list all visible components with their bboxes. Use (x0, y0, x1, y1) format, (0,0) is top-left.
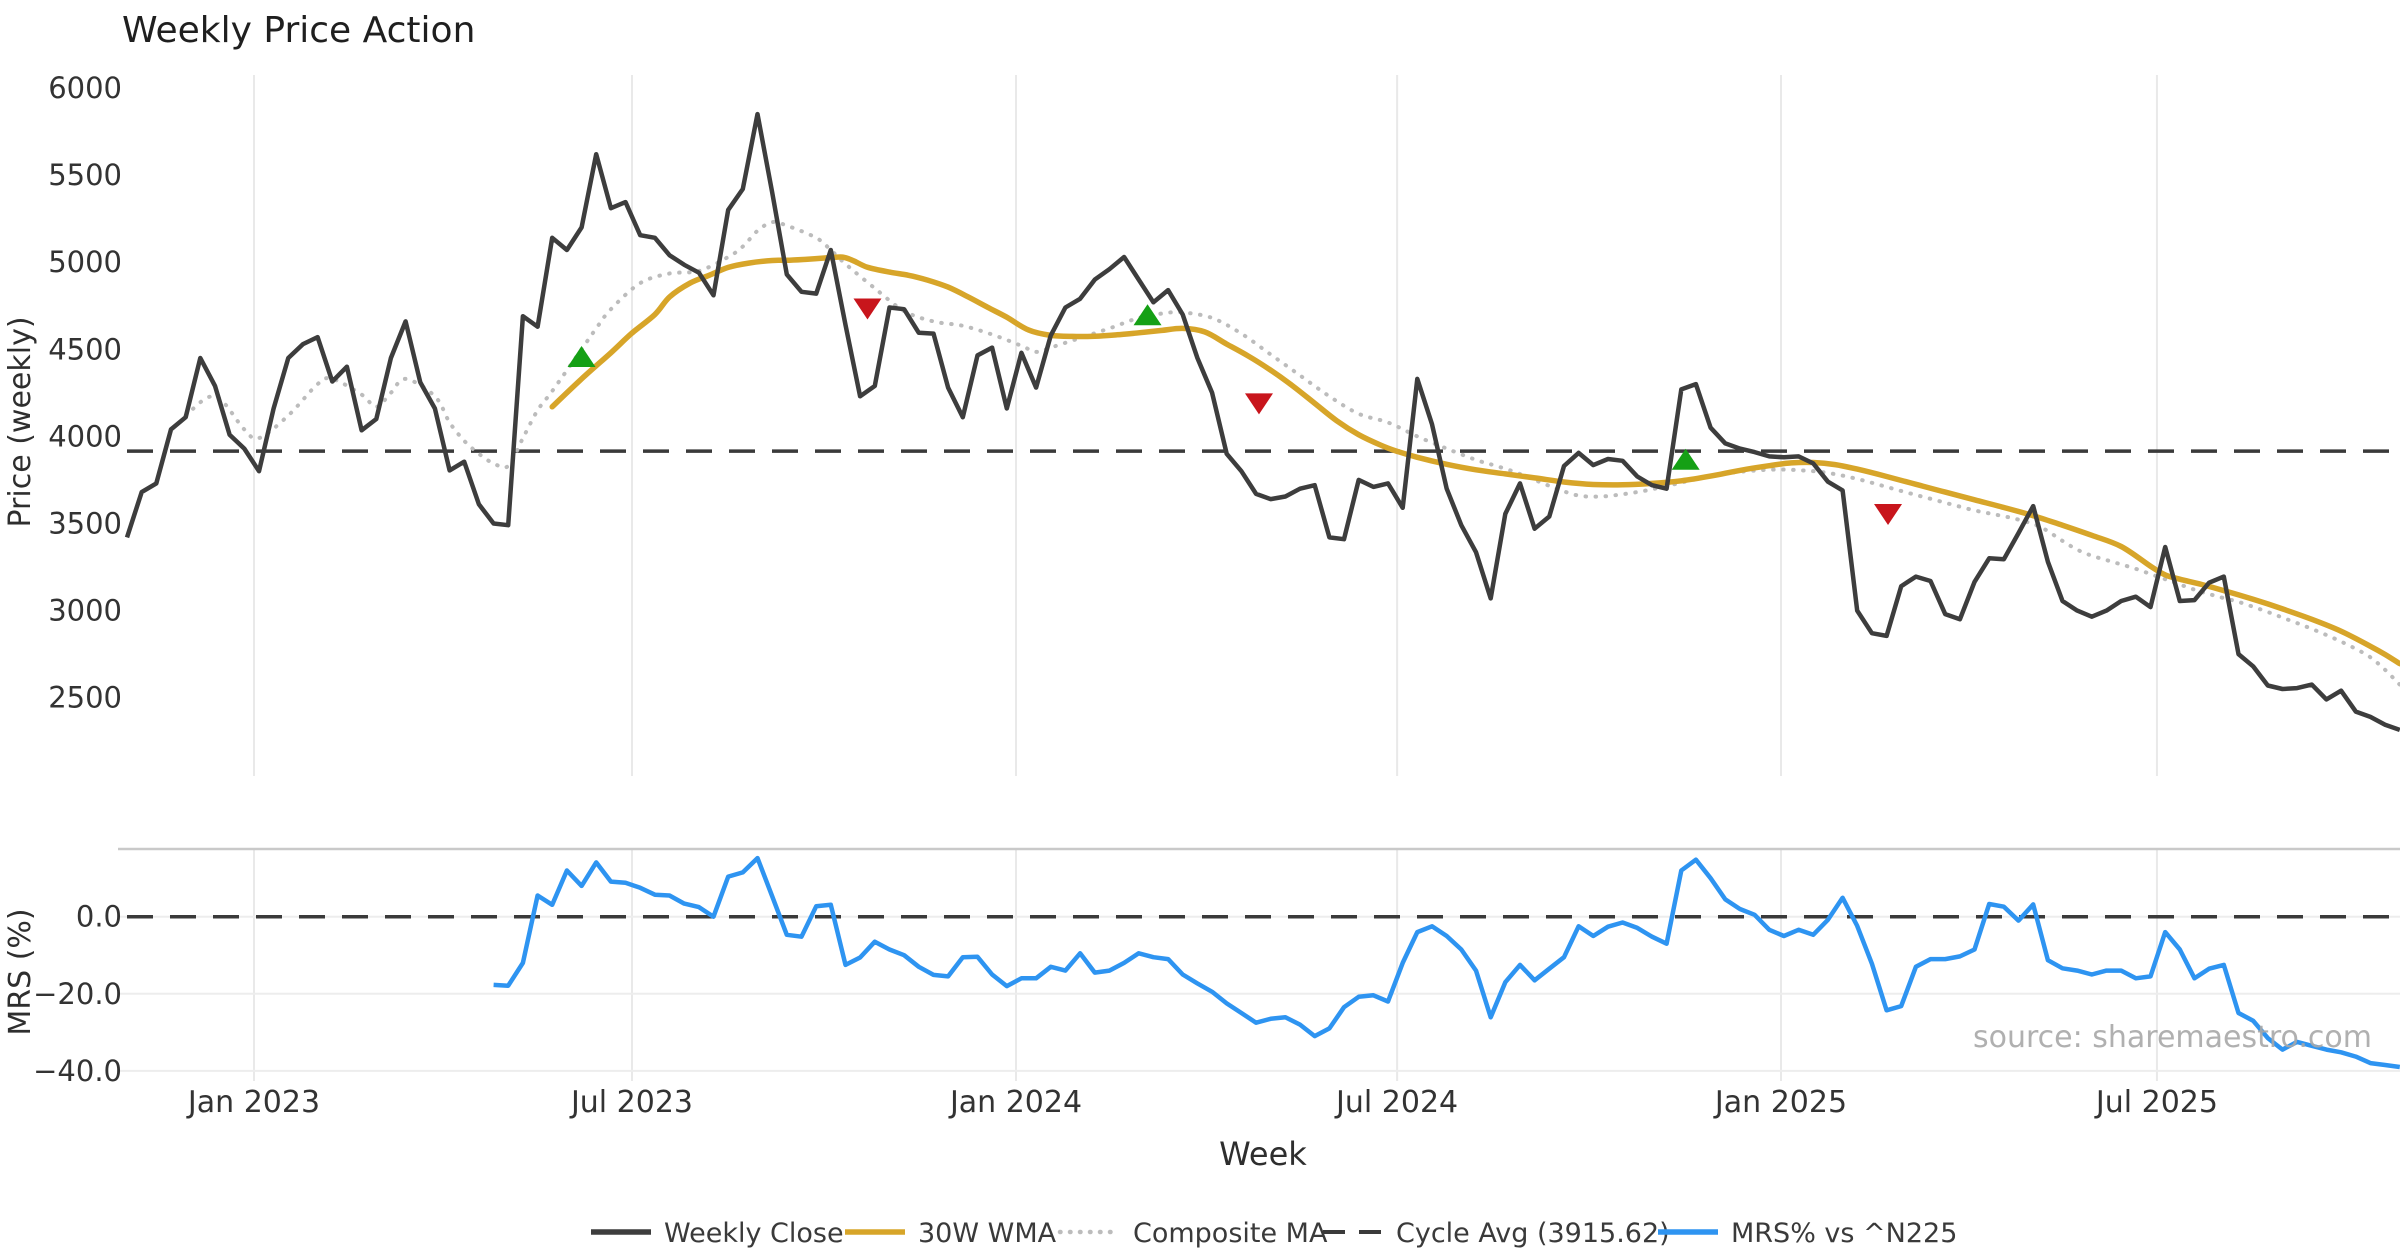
legend-item: Composite MA (1057, 1218, 1328, 1249)
price-tick-label: 4000 (48, 419, 122, 453)
price-tick-label: 2500 (48, 681, 122, 715)
legend-item: Cycle Avg (3915.62) (1323, 1218, 1670, 1249)
watermark: source: sharemaestro.com (1973, 1020, 2372, 1055)
sell-signal-marker (1244, 393, 1273, 415)
x-axis-label: Week (1219, 1135, 1307, 1173)
mrs-panel (127, 855, 2400, 1070)
x-tick-label: Jul 2023 (569, 1085, 693, 1120)
weekly-close-line (124, 111, 2400, 733)
mrs-tick-label: −40.0 (33, 1054, 122, 1088)
price-tick-label: 3500 (48, 507, 122, 541)
legend-label: Weekly Close (664, 1218, 844, 1249)
price-tick-label: 4500 (48, 332, 122, 366)
sell-signal-marker (853, 298, 882, 320)
legend-item: MRS% vs ^N225 (1658, 1218, 1957, 1249)
tick-labels: Jan 2023 Jul 2023 Jan 2024 Jul 2024 Jan 2025… (33, 71, 2218, 1120)
buy-signal-marker (1671, 448, 1700, 470)
mrs-tick-label: 0.0 (76, 900, 122, 934)
x-tick-label: Jan 2024 (948, 1085, 1082, 1120)
legend: Weekly Close 30W WMA Composite MA Cycle Avg… (591, 1218, 1957, 1249)
sell-signal-marker (1874, 504, 1903, 526)
legend-item: 30W WMA (845, 1218, 1057, 1249)
price-tick-label: 3000 (48, 594, 122, 628)
legend-label: Cycle Avg (3915.62) (1396, 1218, 1670, 1249)
price-panel (124, 111, 2400, 733)
gridlines (252, 75, 2158, 1081)
legend-label: 30W WMA (918, 1218, 1057, 1249)
buy-signal-marker (567, 346, 596, 368)
mrs-axis-label: MRS (%) (3, 908, 38, 1035)
x-tick-label: Jul 2025 (2094, 1085, 2218, 1120)
x-tick-label: Jan 2023 (186, 1085, 320, 1120)
price-tick-label: 5000 (48, 245, 122, 279)
x-tick-label: Jan 2025 (1713, 1085, 1847, 1120)
legend-label: MRS% vs ^N225 (1731, 1218, 1957, 1249)
buy-signal-marker (1133, 304, 1162, 326)
mrs-line (493, 855, 2400, 1070)
legend-item: Weekly Close (591, 1218, 844, 1249)
price-tick-label: 5500 (48, 158, 122, 192)
chart-title: Weekly Price Action (122, 10, 475, 51)
price-axis-label: Price (weekly) (3, 316, 38, 527)
price-tick-label: 6000 (48, 71, 122, 105)
mrs-tick-label: −20.0 (33, 977, 122, 1011)
x-tick-label: Jul 2024 (1334, 1085, 1458, 1120)
legend-label: Composite MA (1133, 1218, 1328, 1249)
composite-ma-line (183, 219, 2400, 687)
